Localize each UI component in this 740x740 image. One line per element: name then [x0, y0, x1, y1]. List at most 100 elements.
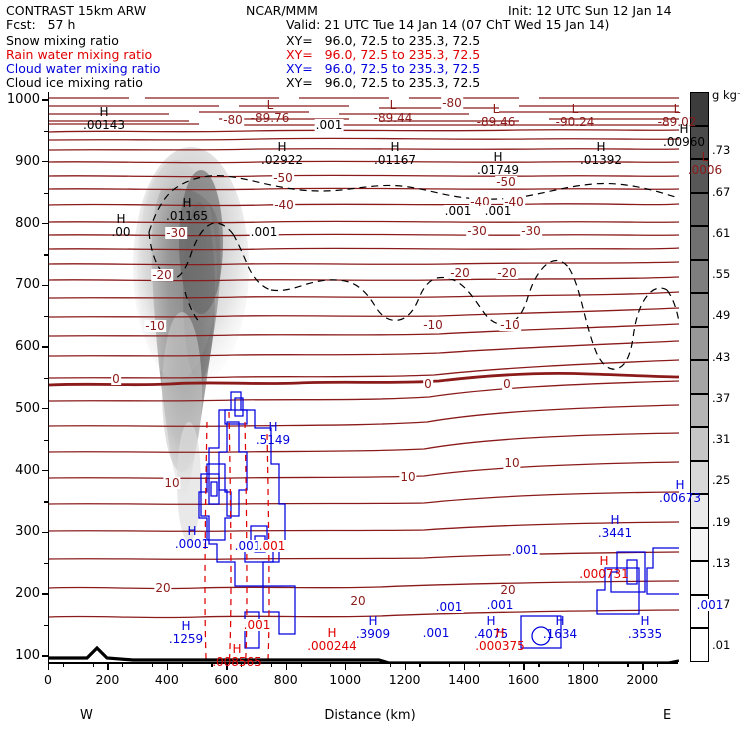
- colorbar-cell: [690, 527, 709, 562]
- colorbar-cell: [690, 326, 709, 361]
- extremum-value: .01749: [477, 162, 519, 177]
- contour-label: 10: [503, 456, 521, 470]
- extremum-value: .01392: [580, 152, 622, 167]
- temperature-contours: [49, 97, 679, 532]
- x-tick-label: 2000: [626, 672, 659, 687]
- contour-label: .001: [510, 543, 540, 557]
- x-axis-west-label: W: [80, 708, 93, 723]
- colorbar-tick-label: .37: [712, 390, 731, 405]
- contour-label: 20: [154, 581, 172, 595]
- x-minor-tick: [360, 662, 362, 667]
- x-tick: [107, 662, 109, 670]
- y-minor-tick: [44, 316, 49, 318]
- contour-label: -10: [144, 319, 166, 333]
- contour-label: -50: [272, 171, 294, 185]
- x-tick: [582, 662, 585, 670]
- extremum-type: H: [679, 122, 689, 136]
- extremum-value: .000244: [307, 638, 357, 653]
- legend-xy-cloudwater: XY= 96.0, 72.5 to 235.3, 72.5: [286, 61, 481, 76]
- extremum-value: .02922: [261, 152, 303, 167]
- contour-label: .001: [421, 626, 451, 640]
- colorbar-cell: [690, 92, 709, 126]
- extremum-label: H .5149: [256, 421, 290, 446]
- extremum-label: H .02922: [261, 141, 303, 166]
- y-tick-label: 900: [15, 153, 40, 169]
- y-minor-tick: [44, 192, 49, 194]
- contour-label: .001: [257, 539, 287, 553]
- contour-label: -30: [520, 224, 542, 238]
- extremum-label: H .01749: [477, 151, 519, 176]
- x-minor-tick: [478, 662, 481, 667]
- contour-label: .001: [485, 598, 515, 612]
- extremum-type: H: [675, 478, 685, 492]
- extremum-type: H: [232, 642, 242, 656]
- contour-label: 0: [111, 372, 121, 386]
- x-tick-label: 1800: [566, 672, 599, 687]
- x-minor-tick: [122, 662, 124, 667]
- x-tick: [345, 662, 347, 670]
- extremum-value: .3909: [355, 626, 391, 641]
- zero-degree-isotherm: [49, 371, 679, 387]
- colorbar-cell: [690, 393, 709, 428]
- contour-label: .001: [483, 204, 513, 218]
- x-minor-tick: [538, 662, 540, 667]
- extremum-type: H: [268, 420, 278, 434]
- y-minor-tick: [44, 501, 49, 503]
- extremum-value: .0006: [687, 162, 723, 177]
- contour-label: .001: [314, 118, 344, 132]
- header-fcst: Fcst: 57 h: [6, 17, 76, 32]
- y-tick: [42, 593, 49, 595]
- extremum-type: H: [640, 614, 650, 628]
- header-init: Init: 12 UTC Sun 12 Jan 14: [508, 3, 672, 18]
- extremum-type: H: [495, 626, 505, 640]
- x-tick: [464, 662, 466, 670]
- y-tick-label: 700: [15, 277, 40, 293]
- colorbar-cell: [690, 226, 709, 260]
- legend-label-rain: Rain water mixing ratio: [6, 47, 153, 62]
- contour-label: -30: [466, 224, 488, 238]
- extremum-type: L: [266, 98, 274, 112]
- legend-label-cloudice: Cloud ice mixing ratio: [6, 75, 143, 90]
- extremum-label: L -90.24: [556, 103, 595, 128]
- extremum-type: L: [673, 102, 681, 116]
- extremum-type: H: [116, 212, 126, 226]
- contour-label: 20: [499, 583, 517, 597]
- extremum-type: H: [599, 554, 609, 568]
- y-tick-label: 400: [15, 462, 40, 478]
- extremum-label: L -89.76: [251, 99, 290, 124]
- contour-label: 0: [423, 377, 433, 391]
- y-tick: [42, 222, 49, 225]
- x-axis-spine: [48, 662, 678, 664]
- y-tick-label: 300: [15, 524, 40, 540]
- colorbar-cell: [690, 293, 709, 327]
- x-minor-tick: [419, 662, 421, 667]
- extremum-type: L: [701, 150, 709, 164]
- cloud-water-contours: [198, 391, 679, 662]
- x-tick: [226, 662, 228, 670]
- rain-water-contours: [204, 411, 270, 662]
- extremum-type: H: [181, 619, 191, 633]
- extremum-value: .4075: [473, 626, 509, 641]
- y-tick-label: 100: [15, 647, 40, 663]
- x-minor-tick: [62, 662, 65, 667]
- y-minor-tick: [44, 624, 49, 627]
- extremum-type: H: [390, 140, 400, 154]
- y-tick: [42, 284, 49, 286]
- contour-label: .001: [233, 539, 263, 553]
- x-minor-tick: [300, 662, 302, 667]
- extremum-type: H: [486, 614, 496, 628]
- extremum-type: H: [182, 196, 192, 210]
- extremum-value: -89.46: [476, 114, 516, 129]
- terrain-line: [49, 645, 679, 662]
- extremum-value: .00960: [663, 134, 705, 149]
- extremum-type: H: [368, 614, 378, 628]
- colorbar-cell: [690, 561, 709, 595]
- extremum-value: -89.02: [657, 114, 697, 129]
- contour-label: -10: [499, 318, 521, 332]
- extremum-value: .01167: [374, 152, 416, 167]
- colorbar-tick-label: .13: [712, 555, 731, 570]
- contour-label: 0: [502, 377, 512, 391]
- x-tick-label: 1200: [388, 672, 421, 687]
- extremum-label: H .00: [111, 213, 130, 238]
- x-tick: [48, 662, 50, 670]
